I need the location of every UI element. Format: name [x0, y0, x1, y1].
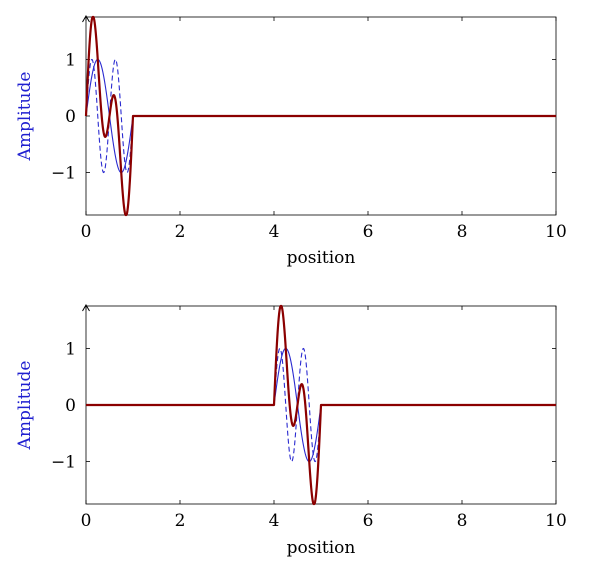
x-tick-label: 0 — [81, 511, 92, 531]
series-line-3 — [84, 15, 557, 217]
x-axis-label: position — [287, 538, 356, 558]
x-tick-label: 10 — [545, 222, 567, 242]
y-axis-arrow — [82, 304, 90, 312]
y-axis-arrow — [82, 15, 90, 23]
x-tick-label: 2 — [175, 222, 186, 242]
series-line-3 — [85, 304, 557, 506]
y-tick-label: −1 — [51, 453, 76, 473]
y-tick-label: 1 — [65, 339, 76, 359]
x-tick-label: 10 — [545, 511, 567, 531]
x-tick-label: 4 — [269, 222, 280, 242]
x-tick-label: 4 — [269, 511, 280, 531]
x-tick-label: 8 — [457, 511, 468, 531]
y-tick-label: 0 — [65, 396, 76, 416]
x-tick-label: 2 — [175, 511, 186, 531]
y-tick-label: −1 — [51, 164, 76, 184]
x-axis-label: position — [287, 248, 356, 268]
x-tick-label: 8 — [457, 222, 468, 242]
y-axis-label: Amplitude — [15, 361, 35, 451]
x-tick-label: 6 — [363, 222, 374, 242]
x-tick-label: 6 — [363, 511, 374, 531]
y-tick-label: 0 — [65, 107, 76, 127]
y-tick-label: 1 — [65, 50, 76, 70]
y-axis-label: Amplitude — [15, 72, 35, 162]
x-tick-label: 0 — [81, 222, 92, 242]
